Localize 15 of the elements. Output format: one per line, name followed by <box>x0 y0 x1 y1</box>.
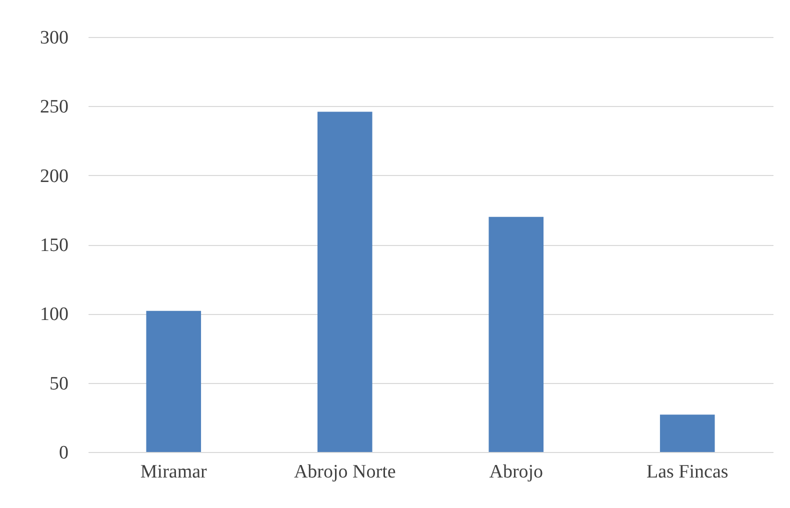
y-tick-label: 150 <box>40 235 68 256</box>
y-tick-label: 250 <box>40 96 68 118</box>
x-tick-label: Miramar <box>140 462 208 482</box>
x-tick-label: Abrojo Norte <box>294 462 396 482</box>
x-tick-label: Abrojo <box>489 462 544 482</box>
y-tick-label: 300 <box>40 28 68 48</box>
bar <box>488 216 544 452</box>
y-tick-label: 0 <box>59 442 68 464</box>
bar <box>146 310 202 452</box>
bar <box>317 112 372 452</box>
x-tick-label: Las Fincas <box>646 462 728 482</box>
y-tick-label: 200 <box>40 166 68 187</box>
y-tick-label: 50 <box>50 373 68 394</box>
bar <box>660 414 715 452</box>
y-tick-label: 100 <box>40 304 68 326</box>
